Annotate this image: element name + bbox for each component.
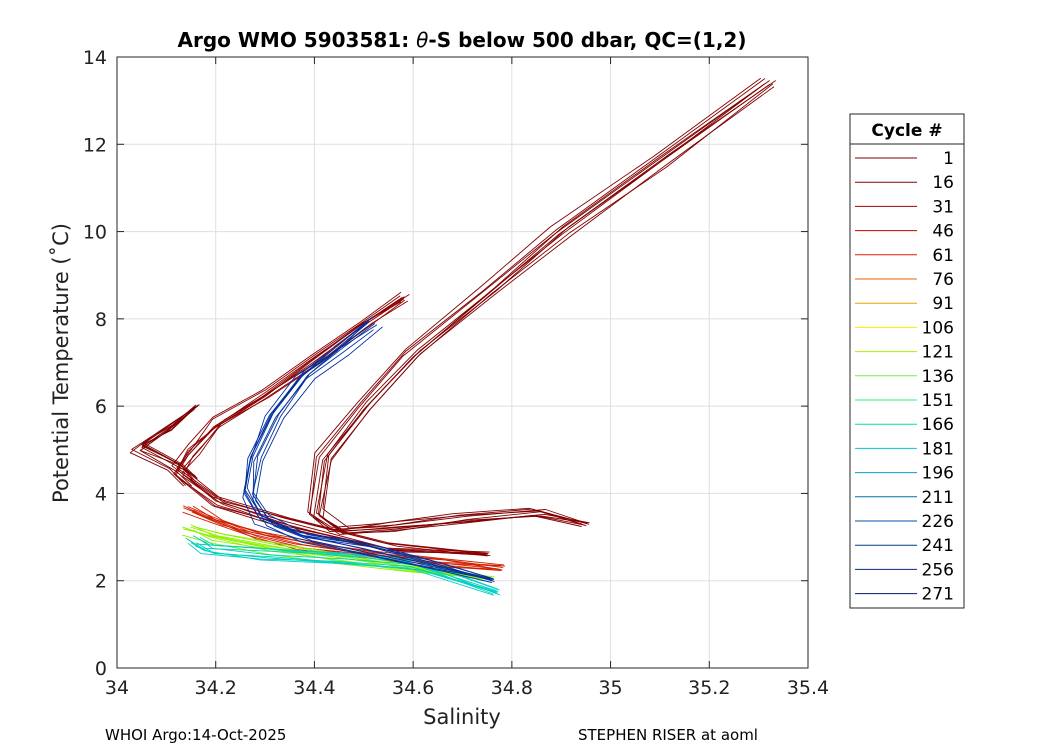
x-tick-label: 35.4: [787, 677, 829, 699]
y-tick-label: 14: [83, 47, 107, 69]
series-line: [187, 542, 499, 593]
legend-label: 1: [943, 149, 954, 169]
legend-label: 241: [922, 536, 954, 556]
legend-label: 181: [922, 439, 954, 459]
legend-label: 61: [932, 246, 954, 266]
y-tick-label: 8: [95, 309, 107, 331]
plot-area: [117, 57, 808, 668]
y-tick-label: 0: [95, 658, 107, 680]
series-line: [243, 320, 491, 580]
legend-label: 46: [932, 222, 954, 242]
series-line: [139, 408, 195, 487]
series-line: [252, 329, 493, 583]
series-line: [182, 511, 498, 570]
series-line: [252, 324, 495, 581]
legend-label: 166: [922, 415, 954, 435]
y-tick-label: 4: [95, 483, 107, 505]
series-line: [309, 78, 766, 530]
x-tick-label: 34.2: [195, 677, 237, 699]
series-line: [307, 77, 761, 528]
series-line: [315, 80, 770, 531]
series-line: [190, 542, 495, 596]
legend-box: [849, 113, 965, 609]
y-tick-label: 2: [95, 571, 107, 593]
series-line: [187, 539, 494, 595]
legend-label: 31: [932, 197, 954, 217]
legend-label: 76: [932, 270, 954, 290]
series-line: [313, 83, 765, 535]
series-line: [318, 83, 771, 534]
legend-label: 271: [922, 585, 954, 605]
legend-label: 91: [932, 294, 954, 314]
legend-label: 211: [922, 488, 954, 508]
series-line: [174, 297, 485, 555]
legend-label: 256: [922, 560, 954, 580]
y-axis-label: Potential Temperature (˚C): [49, 223, 73, 503]
axis-ticks: 34 34.2 34.4 34.6 34.8 35 35.2 35.4 0 2 4 6 8 10 12 14: [83, 47, 829, 699]
x-tick-label: 34.4: [293, 677, 335, 699]
y-tick-label: 10: [83, 222, 107, 244]
series-line: [173, 301, 487, 556]
legend-label: 226: [922, 512, 954, 532]
legend-label: 151: [922, 391, 954, 411]
footer-left: WHOI Argo:14-Oct-2025: [105, 726, 286, 744]
series-line: [199, 539, 500, 596]
x-tick-label: 34.6: [392, 677, 434, 699]
series-line: [141, 405, 196, 483]
series-line: [131, 408, 194, 486]
y-tick-label: 12: [83, 134, 107, 156]
series-line: [195, 545, 498, 594]
x-tick-label: 35: [598, 677, 622, 699]
series-line: [176, 295, 489, 554]
legend-title: Cycle #: [871, 121, 942, 141]
series-line: [322, 86, 775, 532]
legend-label: 121: [922, 343, 954, 363]
series-line: [246, 316, 493, 579]
chart-title: Argo WMO 5903581: θ-S below 500 dbar, QC…: [178, 28, 747, 52]
series-line: [141, 404, 200, 477]
series-line: [191, 511, 502, 571]
x-tick-label: 35.2: [688, 677, 730, 699]
x-tick-label: 34.8: [491, 677, 533, 699]
x-axis-label: Salinity: [423, 705, 501, 729]
series-line: [182, 526, 492, 581]
data-series: [129, 77, 776, 596]
y-tick-label: 6: [95, 396, 107, 418]
legend-label: 136: [922, 367, 954, 387]
legend-label: 196: [922, 464, 954, 484]
plot-frame: [116, 56, 809, 669]
series-line: [255, 326, 493, 581]
series-line: [141, 404, 199, 482]
series-line: [190, 524, 490, 579]
legend-label: 106: [922, 318, 954, 338]
legend-label: 16: [932, 173, 954, 193]
x-tick-label: 34: [105, 677, 129, 699]
legend: Cycle # 1 16 31 46 61 76 91 106 121 136 151 166 181 1…: [849, 113, 965, 609]
series-line: [171, 291, 488, 555]
footer-right: STEPHEN RISER at aoml: [578, 726, 758, 744]
